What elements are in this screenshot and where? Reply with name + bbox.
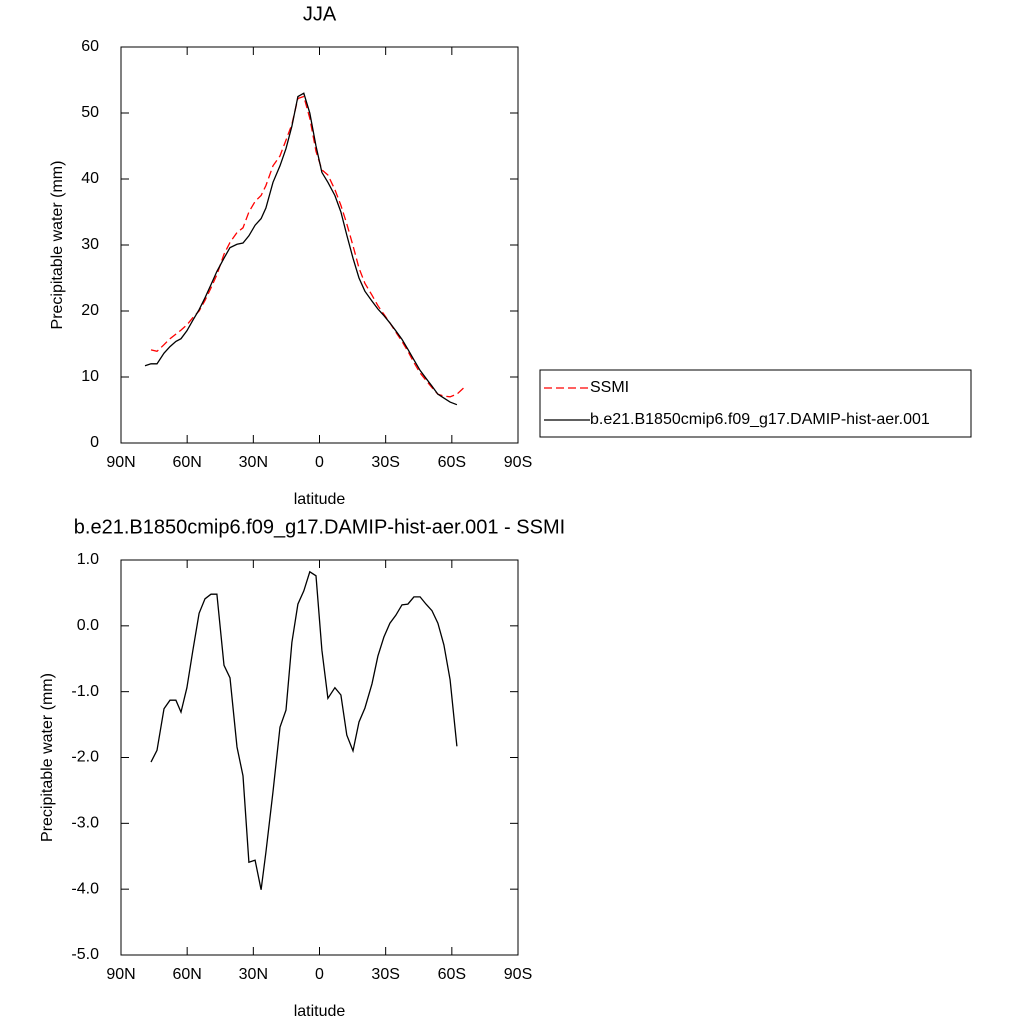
y-tick-label: 20 (81, 302, 99, 319)
y-tick-label: 30 (81, 236, 99, 253)
y-tick-label: -1.0 (71, 683, 99, 700)
y-tick-label: -4.0 (71, 880, 99, 897)
x-tick-label: 0 (315, 454, 324, 471)
x-tick-label: 30N (239, 454, 268, 471)
x-tick-label: 90N (106, 454, 135, 471)
y-tick-label: 50 (81, 104, 99, 121)
legend-label: SSMI (590, 379, 629, 396)
x-tick-label: 60N (172, 966, 201, 983)
x-tick-label: 90S (504, 454, 532, 471)
chart-title: b.e21.B1850cmip6.f09_g17.DAMIP-hist-aer.… (74, 516, 565, 538)
x-tick-label: 60S (438, 454, 466, 471)
y-tick-label: -5.0 (71, 946, 99, 963)
legend-label: b.e21.B1850cmip6.f09_g17.DAMIP-hist-aer.… (590, 411, 930, 428)
y-tick-label: 0 (90, 434, 99, 451)
y-tick-label: 0.0 (77, 617, 99, 634)
chart-title: JJA (303, 3, 337, 25)
data-line (150, 570, 458, 890)
y-tick-label: 60 (81, 38, 99, 55)
x-tick-label: 90N (106, 966, 135, 983)
x-tick-label: 30S (371, 966, 399, 983)
x-tick-label: 60N (172, 454, 201, 471)
x-axis-label: latitude (294, 1003, 346, 1020)
x-tick-label: 90S (504, 966, 532, 983)
y-tick-label: 1.0 (77, 551, 99, 568)
y-tick-label: 10 (81, 368, 99, 385)
y-axis-label: Precipitable water (mm) (39, 673, 56, 842)
x-tick-label: 30S (371, 454, 399, 471)
y-tick-label: 40 (81, 170, 99, 187)
x-tick-label: 30N (239, 966, 268, 983)
plot-frame (120, 46, 519, 444)
legend-frame (539, 369, 972, 438)
x-axis-label: latitude (294, 491, 346, 508)
x-tick-label: 0 (315, 966, 324, 983)
y-axis-label: Precipitable water (mm) (49, 161, 66, 330)
x-tick-label: 60S (438, 966, 466, 983)
y-tick-label: -2.0 (71, 749, 99, 766)
data-line (144, 92, 458, 406)
y-tick-label: -3.0 (71, 815, 99, 832)
data-line (150, 95, 465, 398)
